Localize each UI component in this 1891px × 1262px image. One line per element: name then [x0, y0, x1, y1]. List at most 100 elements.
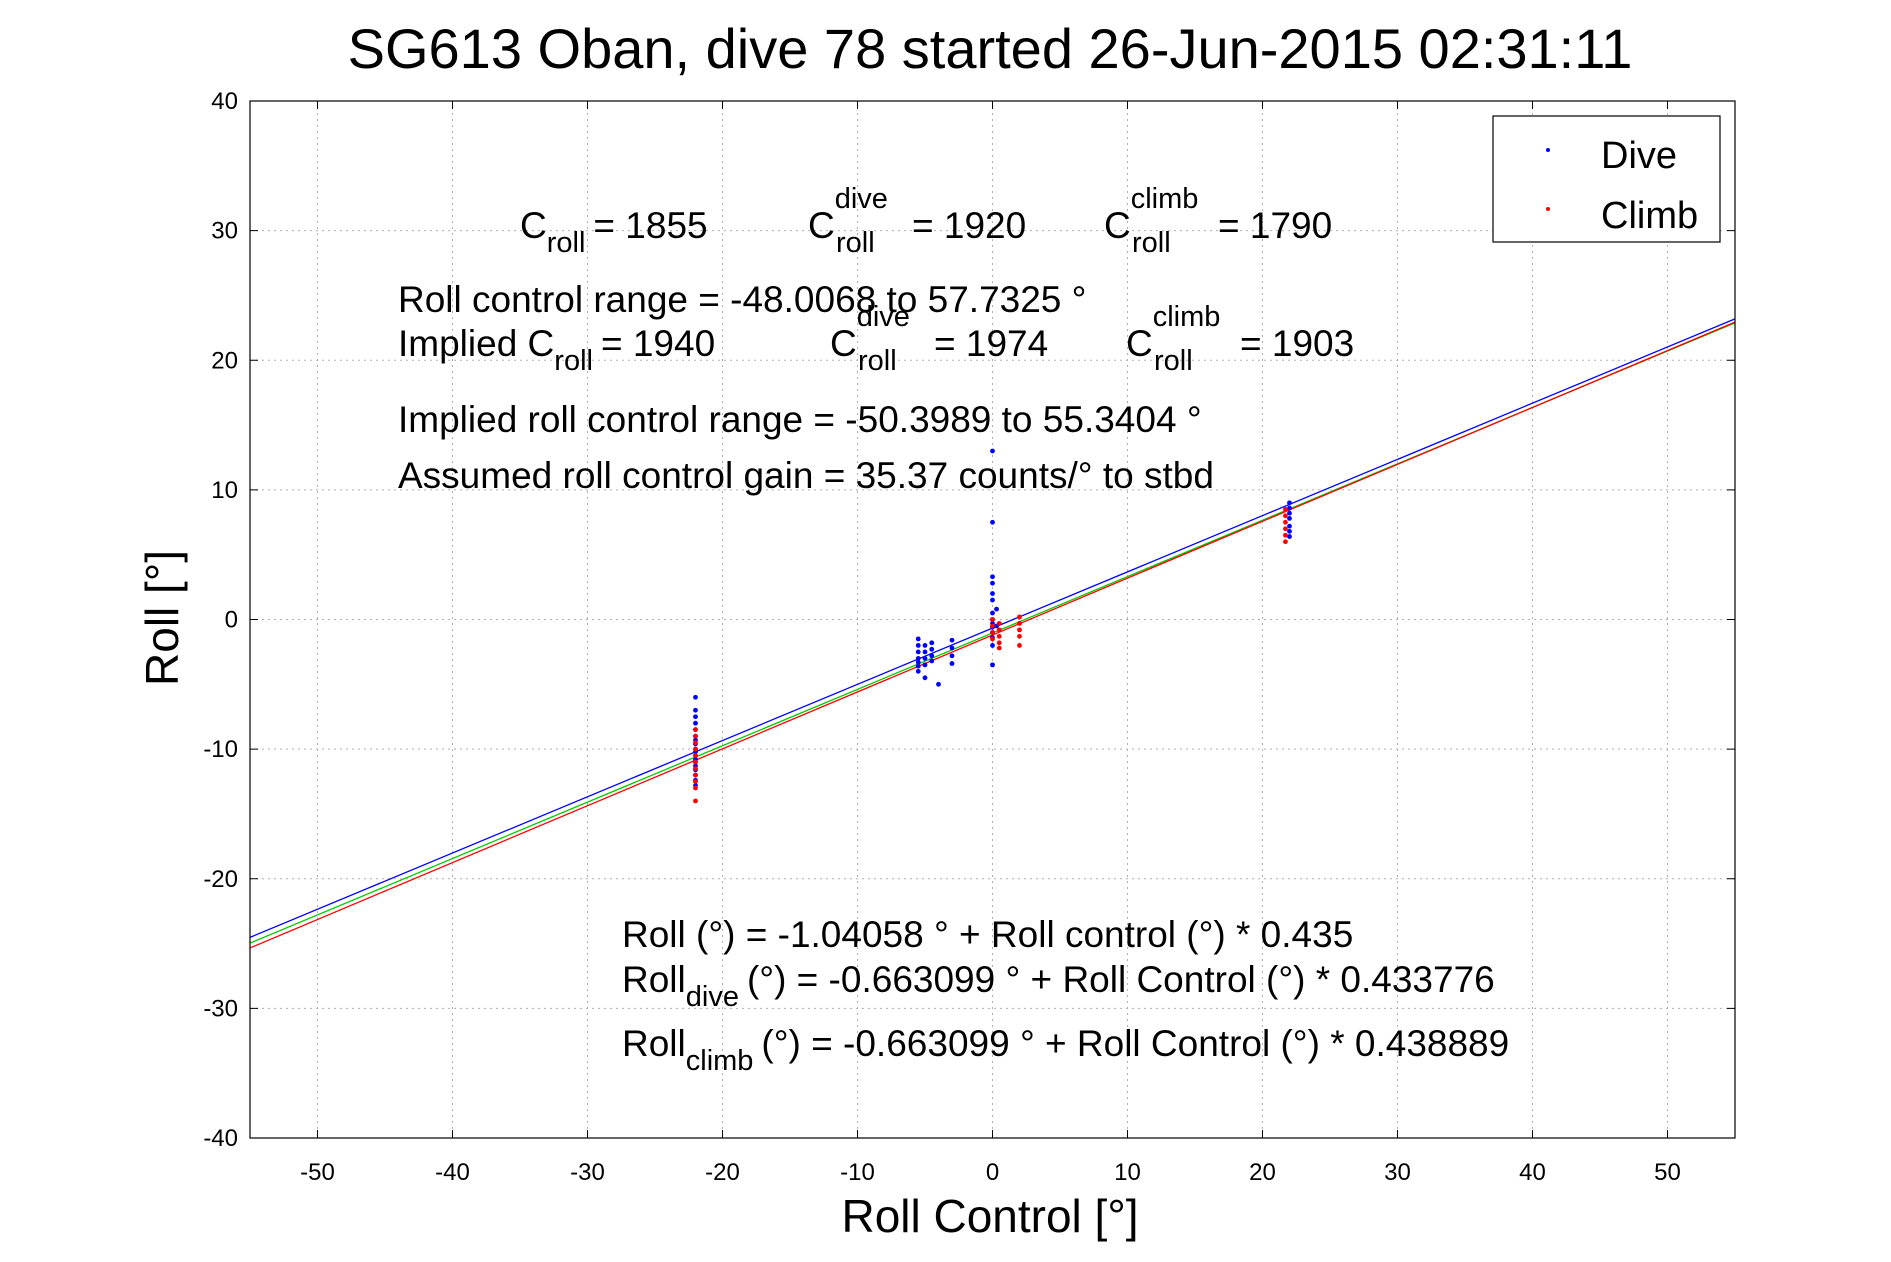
data-point-dive	[1287, 510, 1292, 516]
data-point-dive	[949, 645, 955, 651]
data-point-climb	[990, 617, 995, 622]
data-point-dive	[1287, 515, 1292, 521]
data-point-dive	[915, 643, 921, 648]
y-tick-label: 20	[211, 347, 238, 374]
data-point-dive	[936, 681, 941, 687]
data-point-dive	[990, 610, 995, 616]
data-point-dive	[990, 597, 995, 603]
data-point-dive	[922, 675, 928, 681]
data-point-dive	[1287, 528, 1292, 534]
legend-box	[1492, 115, 1721, 243]
data-point-climb	[990, 623, 995, 629]
legend-marker-dive	[1546, 148, 1550, 152]
data-point-dive	[693, 707, 698, 713]
data-point-climb	[1017, 620, 1022, 626]
c-dive-sub: roll	[836, 227, 875, 259]
data-point-climb	[1283, 539, 1288, 545]
data-point-climb	[990, 636, 995, 642]
data-point-dive	[915, 655, 921, 661]
c-dive-val: = 1920	[912, 205, 1026, 246]
legend-label-dive: Dive	[1601, 135, 1677, 177]
implied-range-annotation: Implied roll control range = -50.3989 to…	[398, 399, 1202, 440]
data-point-climb	[1017, 633, 1022, 639]
data-point-climb	[996, 645, 1002, 651]
legend: Dive Climb	[1492, 115, 1721, 243]
x-tick-label: -10	[840, 1159, 875, 1186]
implied-c-climb-val: = 1903	[1240, 323, 1354, 364]
legend-label-climb: Climb	[1601, 195, 1698, 237]
data-point-climb	[693, 766, 698, 771]
x-tick-label: -40	[435, 1159, 470, 1186]
data-point-climb	[693, 785, 698, 791]
chart-title: SG613 Oban, dive 78 started 26-Jun-2015 …	[348, 17, 1633, 80]
data-point-climb	[693, 759, 698, 765]
data-point-dive	[990, 448, 995, 454]
fit-equation-all: Roll (°) = -1.04058 ° + Roll control (°)…	[622, 914, 1353, 955]
data-point-climb	[1017, 627, 1022, 633]
data-point-climb	[996, 620, 1002, 626]
y-tick-label: -30	[203, 995, 238, 1022]
implied-c-climb-annotation: Cclimb	[1126, 301, 1220, 364]
data-point-dive	[949, 637, 955, 643]
c-dive-annotation: Cdive	[808, 183, 888, 246]
y-tick-label: -40	[203, 1125, 238, 1152]
c-roll-annotation: Croll = 1855	[520, 205, 708, 259]
data-point-dive	[990, 643, 995, 648]
data-point-dive	[990, 580, 995, 586]
axis-ticks: -50 -40 -30 -20 -10 0 10 20 30 40 50 -40 -30 -20 -10 0 1…	[203, 88, 1735, 1186]
fit-line-2	[249, 321, 1736, 949]
y-axis-label: Roll [°]	[136, 550, 188, 686]
data-point-dive	[922, 655, 928, 661]
data-point-dive	[915, 659, 921, 665]
data-point-dive	[990, 591, 995, 596]
fit-equation-dive: Rolldive (°) = -0.663099 ° + Roll Control…	[622, 959, 1495, 1013]
fit-equation-climb: Rollclimb (°) = -0.663099 ° + Roll Contro…	[622, 1023, 1509, 1077]
data-point-climb	[693, 779, 698, 784]
x-tick-label: -50	[300, 1159, 335, 1186]
data-point-climb	[693, 753, 698, 759]
x-tick-label: 10	[1114, 1159, 1141, 1186]
data-point-climb	[996, 627, 1002, 633]
x-tick-label: 0	[986, 1159, 999, 1186]
data-point-climb	[693, 798, 698, 804]
data-point-dive	[929, 658, 935, 664]
data-point-dive	[915, 668, 921, 674]
data-point-dive	[922, 662, 928, 668]
data-point-dive	[693, 694, 698, 700]
data-point-dive	[949, 661, 955, 666]
c-climb-annotation: Cclimb	[1104, 183, 1198, 246]
data-point-dive	[693, 714, 698, 720]
implied-c-dive-val: = 1974	[934, 323, 1048, 364]
data-point-climb	[693, 772, 698, 778]
data-point-climb	[693, 733, 698, 739]
data-point-dive	[1287, 500, 1292, 506]
annotations: Croll = 1855 Cdive roll = 1920 Cclimb rol…	[398, 183, 1509, 1077]
data-point-climb	[996, 633, 1002, 639]
data-point-dive	[990, 662, 995, 668]
x-tick-label: 40	[1519, 1159, 1546, 1186]
y-tick-label: 0	[225, 607, 238, 634]
data-point-climb	[1017, 643, 1022, 648]
data-point-dive	[693, 720, 698, 726]
data-point-dive	[915, 663, 921, 669]
data-point-dive	[929, 653, 935, 659]
data-point-climb	[1283, 513, 1288, 519]
c-climb-val: = 1790	[1218, 205, 1332, 246]
data-point-dive	[1287, 523, 1292, 529]
data-point-dive	[1287, 505, 1292, 511]
data-point-dive	[929, 640, 935, 646]
data-point-dive	[949, 653, 955, 659]
x-tick-label: -20	[705, 1159, 740, 1186]
implied-c-roll-annotation: Implied Croll = 1940	[398, 323, 715, 377]
data-point-dive	[990, 574, 995, 580]
data-point-dive	[1287, 534, 1292, 539]
data-points	[693, 448, 1292, 804]
data-point-climb	[1283, 532, 1288, 538]
legend-marker-climb	[1546, 207, 1550, 211]
data-point-climb	[1283, 526, 1288, 532]
implied-c-dive-sub: roll	[858, 345, 897, 377]
data-point-climb	[996, 640, 1002, 646]
data-point-dive	[915, 649, 921, 655]
x-tick-label: 30	[1384, 1159, 1411, 1186]
